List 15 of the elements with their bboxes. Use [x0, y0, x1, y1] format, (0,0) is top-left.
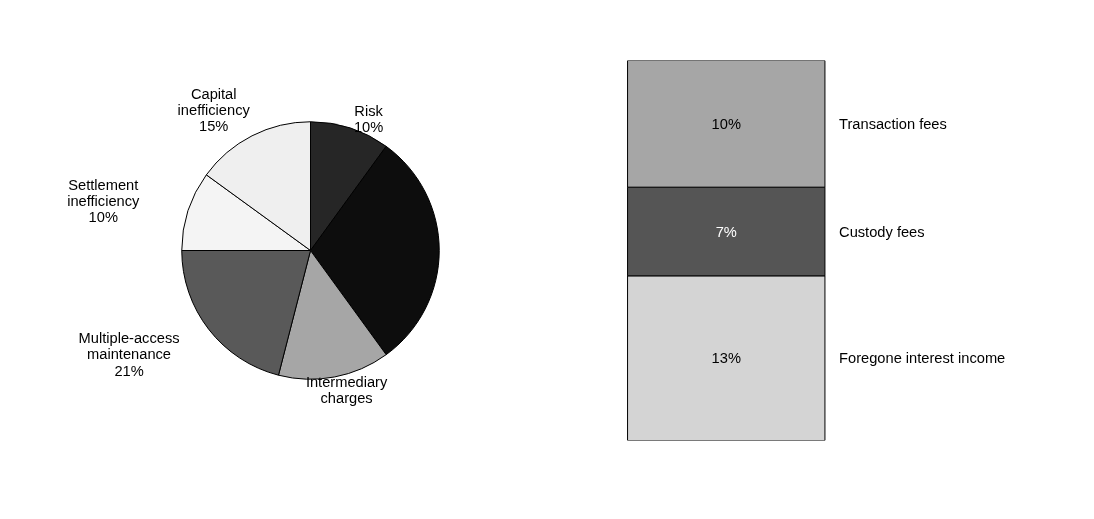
data-label: 10%	[353, 118, 384, 135]
series-label: Custody fees	[839, 223, 925, 240]
data-label: 15%	[199, 118, 229, 135]
slice-label: Settlement inefficiency	[67, 176, 141, 209]
data-label: 21%	[114, 362, 144, 379]
series-label: Foregone interest income	[839, 350, 1006, 367]
slice-label: Capital inefficiency	[177, 86, 251, 119]
data-label: 10%	[711, 115, 741, 132]
slice-label: Intermediary charges	[305, 374, 388, 407]
series-label: Transaction fees	[839, 115, 947, 132]
data-label: 7%	[715, 223, 737, 240]
data-label: 10%	[88, 208, 118, 225]
slice-label: Multiple-access maintenance	[78, 330, 180, 363]
data-label: 13%	[711, 350, 741, 367]
slice-label: Risk	[354, 102, 384, 119]
